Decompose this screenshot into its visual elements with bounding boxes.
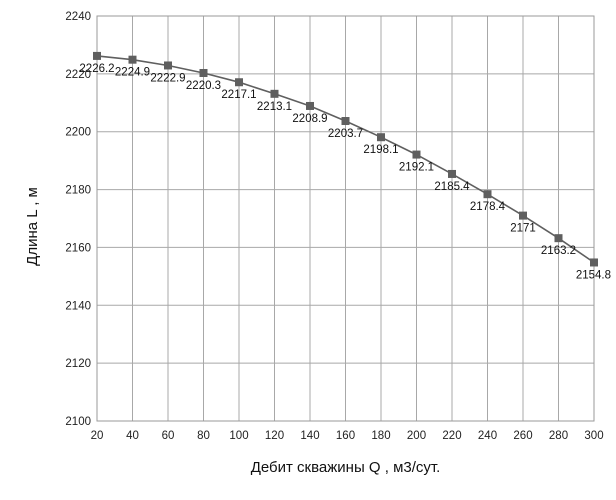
y-tick-label: 2200 — [65, 127, 91, 139]
data-point — [448, 169, 456, 178]
x-tick-label: 40 — [126, 430, 139, 442]
data-label: 2208.9 — [292, 113, 327, 125]
y-tick-label: 2120 — [65, 358, 91, 370]
data-label: 2217.1 — [221, 89, 256, 101]
x-axis-ticks: 20 40 60 80 100 120 140 160 180 200 220 240 260 280 30… — [91, 430, 604, 442]
data-markers — [93, 51, 598, 267]
x-tick-label: 100 — [229, 430, 248, 442]
data-label: 2171 — [510, 223, 536, 235]
data-point — [164, 61, 172, 70]
x-tick-label: 120 — [265, 430, 284, 442]
data-point — [235, 78, 243, 87]
x-tick-label: 200 — [407, 430, 426, 442]
x-tick-label: 220 — [442, 430, 461, 442]
x-axis-title: Дебит скважины Q , м3/сут. — [251, 459, 441, 476]
data-label: 2192.1 — [399, 162, 434, 174]
data-point — [377, 133, 385, 142]
x-tick-label: 280 — [549, 430, 568, 442]
x-tick-label: 80 — [197, 430, 210, 442]
y-axis-title: Длина L , м — [24, 187, 41, 266]
x-tick-label: 260 — [513, 430, 532, 442]
y-tick-label: 2180 — [65, 185, 91, 197]
data-label: 2198.1 — [363, 144, 398, 156]
x-tick-label: 240 — [478, 430, 497, 442]
data-label: 2203.7 — [328, 128, 363, 140]
data-point — [93, 51, 101, 60]
y-tick-label: 2220 — [65, 69, 91, 81]
data-point — [306, 101, 314, 110]
data-point — [270, 89, 279, 98]
data-point — [199, 68, 208, 77]
data-label: 2185.4 — [434, 181, 470, 193]
data-label: 2213.1 — [257, 101, 292, 113]
y-tick-label: 2160 — [65, 242, 91, 254]
y-axis-ticks: 2100 2120 2140 2160 2180 2200 2220 2240 — [65, 11, 91, 428]
x-tick-label: 300 — [584, 430, 603, 442]
plot-frame — [96, 15, 595, 422]
y-tick-label: 2140 — [65, 300, 91, 312]
data-label: 2163.2 — [541, 245, 576, 257]
data-point — [341, 117, 350, 126]
x-tick-label: 160 — [336, 430, 355, 442]
y-tick-label: 2240 — [65, 11, 91, 23]
data-point — [128, 55, 137, 64]
data-labels: 2226.2 2224.9 2222.92220.32217.12213.12208… — [79, 63, 611, 282]
x-tick-label: 180 — [371, 430, 390, 442]
x-tick-label: 60 — [162, 430, 175, 442]
data-label: 2226.2 — [79, 63, 114, 75]
data-label: 2220.3 — [186, 80, 221, 92]
data-point — [412, 150, 421, 159]
x-tick-label: 140 — [300, 430, 319, 442]
data-label: 2178.4 — [470, 201, 506, 213]
y-tick-label: 2100 — [65, 416, 91, 428]
data-point — [483, 190, 492, 199]
data-point — [590, 258, 598, 267]
data-point — [519, 211, 527, 220]
data-label: 2222.9 — [150, 72, 185, 84]
data-label: 2224.9 — [115, 67, 150, 79]
data-point — [554, 234, 563, 243]
data-label: 2154.8 — [576, 269, 611, 281]
x-tick-label: 20 — [91, 430, 104, 442]
